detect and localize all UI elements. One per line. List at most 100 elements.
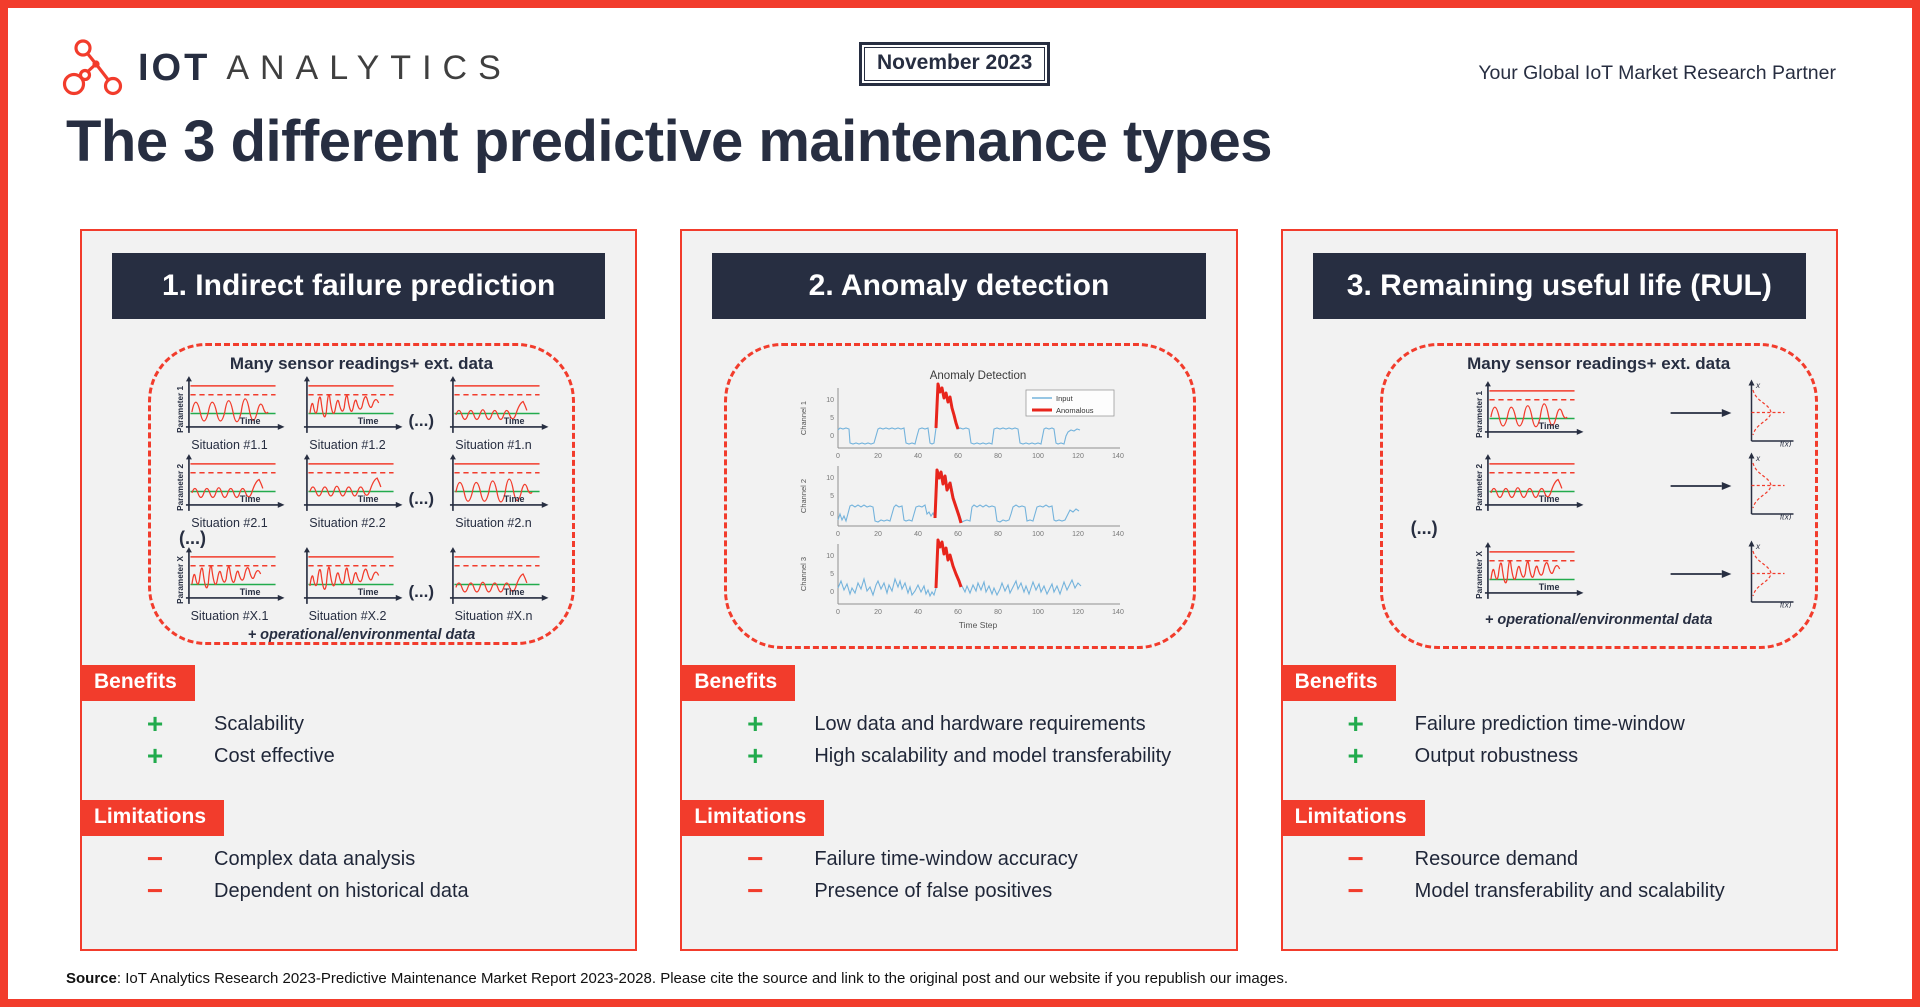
- panel3-row1: Parameter 1 Time x f(x): [1397, 378, 1801, 447]
- situation-label: Situation #1.1: [191, 438, 268, 452]
- param-label: Parameter 2: [175, 463, 184, 510]
- ellipsis: (...): [408, 489, 435, 508]
- minus-icon: −: [146, 843, 164, 874]
- limitation-text: Failure time-window accuracy: [814, 848, 1078, 870]
- limitation-item: − Presence of false positives: [682, 877, 1235, 905]
- sensor-chart-svg: Parameter 2 Time: [1475, 454, 1584, 511]
- minus-icon: −: [1347, 843, 1364, 874]
- panel1-row3: Parameter X Time Situation #X.1 Time: [165, 547, 558, 623]
- mini-chart: Time Situation #X.2: [291, 547, 405, 623]
- right-arrow-icon: [1670, 569, 1732, 578]
- panel3-box-title: Many sensor readings+ ext. data: [1467, 354, 1731, 373]
- svg-text:140: 140: [1112, 531, 1124, 538]
- time-label: Time: [503, 416, 524, 426]
- limitation-text: Model transferability and scalability: [1414, 880, 1725, 902]
- benefit-item: + Low data and hardware requirements: [682, 708, 1235, 739]
- limitation-item: − Failure time-window accuracy: [682, 843, 1235, 874]
- mini-chart: Time Situation #2.n: [437, 454, 551, 530]
- ellipsis: (...): [408, 582, 435, 601]
- sensor-chart-svg: Parameter 1 Time: [175, 376, 285, 433]
- limitation-text: Presence of false positives: [814, 880, 1053, 902]
- svg-text:100: 100: [1032, 453, 1044, 460]
- plus-icon: +: [1347, 740, 1364, 771]
- svg-text:140: 140: [1112, 609, 1124, 616]
- logo-text-analytics: ANALYTICS: [226, 48, 512, 87]
- sensor-chart-svg: Time: [303, 454, 403, 511]
- anomaly-detection-figure: Anomaly Detection 10 5 0 Channel 1 Input…: [799, 370, 1124, 630]
- situation-label: Situation #X.1: [190, 609, 269, 623]
- benefit-text: Output robustness: [1414, 745, 1579, 767]
- panel2-benefits-section: Benefits + Low data and hardware require…: [682, 665, 1235, 775]
- minus-icon: −: [747, 843, 764, 874]
- svg-text:60: 60: [954, 453, 962, 460]
- time-label: Time: [1538, 494, 1559, 504]
- mini-chart: Time Situation #X.n: [437, 547, 551, 623]
- ellipsis: (...): [408, 411, 435, 430]
- svg-text:0: 0: [830, 433, 834, 440]
- plus-icon: +: [747, 708, 764, 739]
- situation-label: Situation #X.2: [308, 609, 387, 623]
- distribution-plot: x f(x): [1748, 452, 1794, 520]
- param-label: Parameter 2: [1475, 463, 1484, 510]
- rows-ellipsis: (...): [179, 528, 206, 548]
- tagline: Your Global IoT Market Research Partner: [1478, 62, 1836, 84]
- mini-chart: Time Situation #2.2: [291, 454, 405, 530]
- benefit-text: Scalability: [214, 713, 305, 735]
- channel-label: Channel 2: [799, 479, 808, 513]
- sensor-chart-svg: Time: [449, 454, 549, 511]
- panel-remaining-useful-life: 3. Remaining useful life (RUL) Many sens…: [1280, 229, 1838, 951]
- svg-text:80: 80: [994, 609, 1002, 616]
- plus-icon: +: [146, 740, 164, 771]
- panel3-footnote: + operational/environmental data: [1484, 612, 1713, 628]
- panel1-row1: Parameter 1 Time Situation #1.1 Time: [165, 376, 558, 452]
- svg-text:20: 20: [874, 453, 882, 460]
- svg-text:40: 40: [914, 453, 922, 460]
- svg-text:120: 120: [1072, 453, 1084, 460]
- channel-label: Channel 1: [799, 401, 808, 435]
- minus-icon: −: [1347, 875, 1364, 906]
- time-label: Time: [503, 587, 524, 597]
- source-label: Source: [66, 970, 117, 987]
- mini-chart: Parameter X Time Situation #X.1: [173, 547, 287, 623]
- situation-label: Situation #1.n: [455, 438, 532, 452]
- situation-label: Situation #2.1: [191, 516, 268, 530]
- situation-label: Situation #X.n: [454, 609, 533, 623]
- panel3-row3: Parameter X Time x f(x): [1397, 539, 1801, 608]
- time-label: Time: [357, 416, 378, 426]
- svg-text:0: 0: [836, 453, 840, 460]
- limitation-item: − Model transferability and scalability: [1283, 875, 1836, 906]
- panel2-limitations-section: Limitations − Failure time-window accura…: [682, 800, 1235, 910]
- legend-anomalous: Anomalous: [1056, 406, 1094, 415]
- svg-text:80: 80: [994, 531, 1002, 538]
- situation-label: Situation #2.n: [455, 516, 532, 530]
- svg-text:140: 140: [1112, 453, 1124, 460]
- svg-text:0: 0: [830, 589, 834, 596]
- network-nodes-icon: [62, 39, 123, 96]
- dist-x-label: x: [1755, 454, 1761, 463]
- time-label: Time: [239, 416, 260, 426]
- time-label: Time: [239, 587, 260, 597]
- panel1-limitations-section: Limitations − Complex data analysis − De…: [82, 800, 635, 910]
- limitation-text: Dependent on historical data: [214, 880, 469, 902]
- benefit-text: Cost effective: [214, 745, 335, 767]
- benefits-banner: Benefits: [82, 665, 195, 701]
- svg-text:10: 10: [826, 475, 834, 482]
- svg-text:0: 0: [836, 531, 840, 538]
- benefit-item: + Output robustness: [1283, 740, 1836, 771]
- mini-chart: Time Situation #1.n: [437, 376, 551, 452]
- time-label: Time: [1538, 421, 1559, 431]
- limitation-item: − Resource demand: [1283, 843, 1836, 874]
- page-title: The 3 different predictive maintenance t…: [66, 109, 1273, 174]
- benefit-text: Failure prediction time-window: [1414, 713, 1685, 735]
- dist-fx-label: f(x): [1780, 512, 1792, 520]
- source-text: : IoT Analytics Research 2023-Predictive…: [116, 970, 1289, 987]
- rows-ellipsis: (...): [1410, 518, 1438, 538]
- svg-text:10: 10: [826, 397, 834, 404]
- right-arrow-icon: [1670, 408, 1732, 417]
- panel1-footnote: + operational/environmental data: [247, 627, 476, 643]
- plus-icon: +: [1347, 708, 1364, 739]
- dist-x-label: x: [1755, 381, 1761, 390]
- benefit-text: High scalability and model transferabili…: [814, 745, 1172, 767]
- situation-label: Situation #2.2: [309, 516, 386, 530]
- panel3-row2: Parameter 2 Time x f(x): [1397, 451, 1801, 520]
